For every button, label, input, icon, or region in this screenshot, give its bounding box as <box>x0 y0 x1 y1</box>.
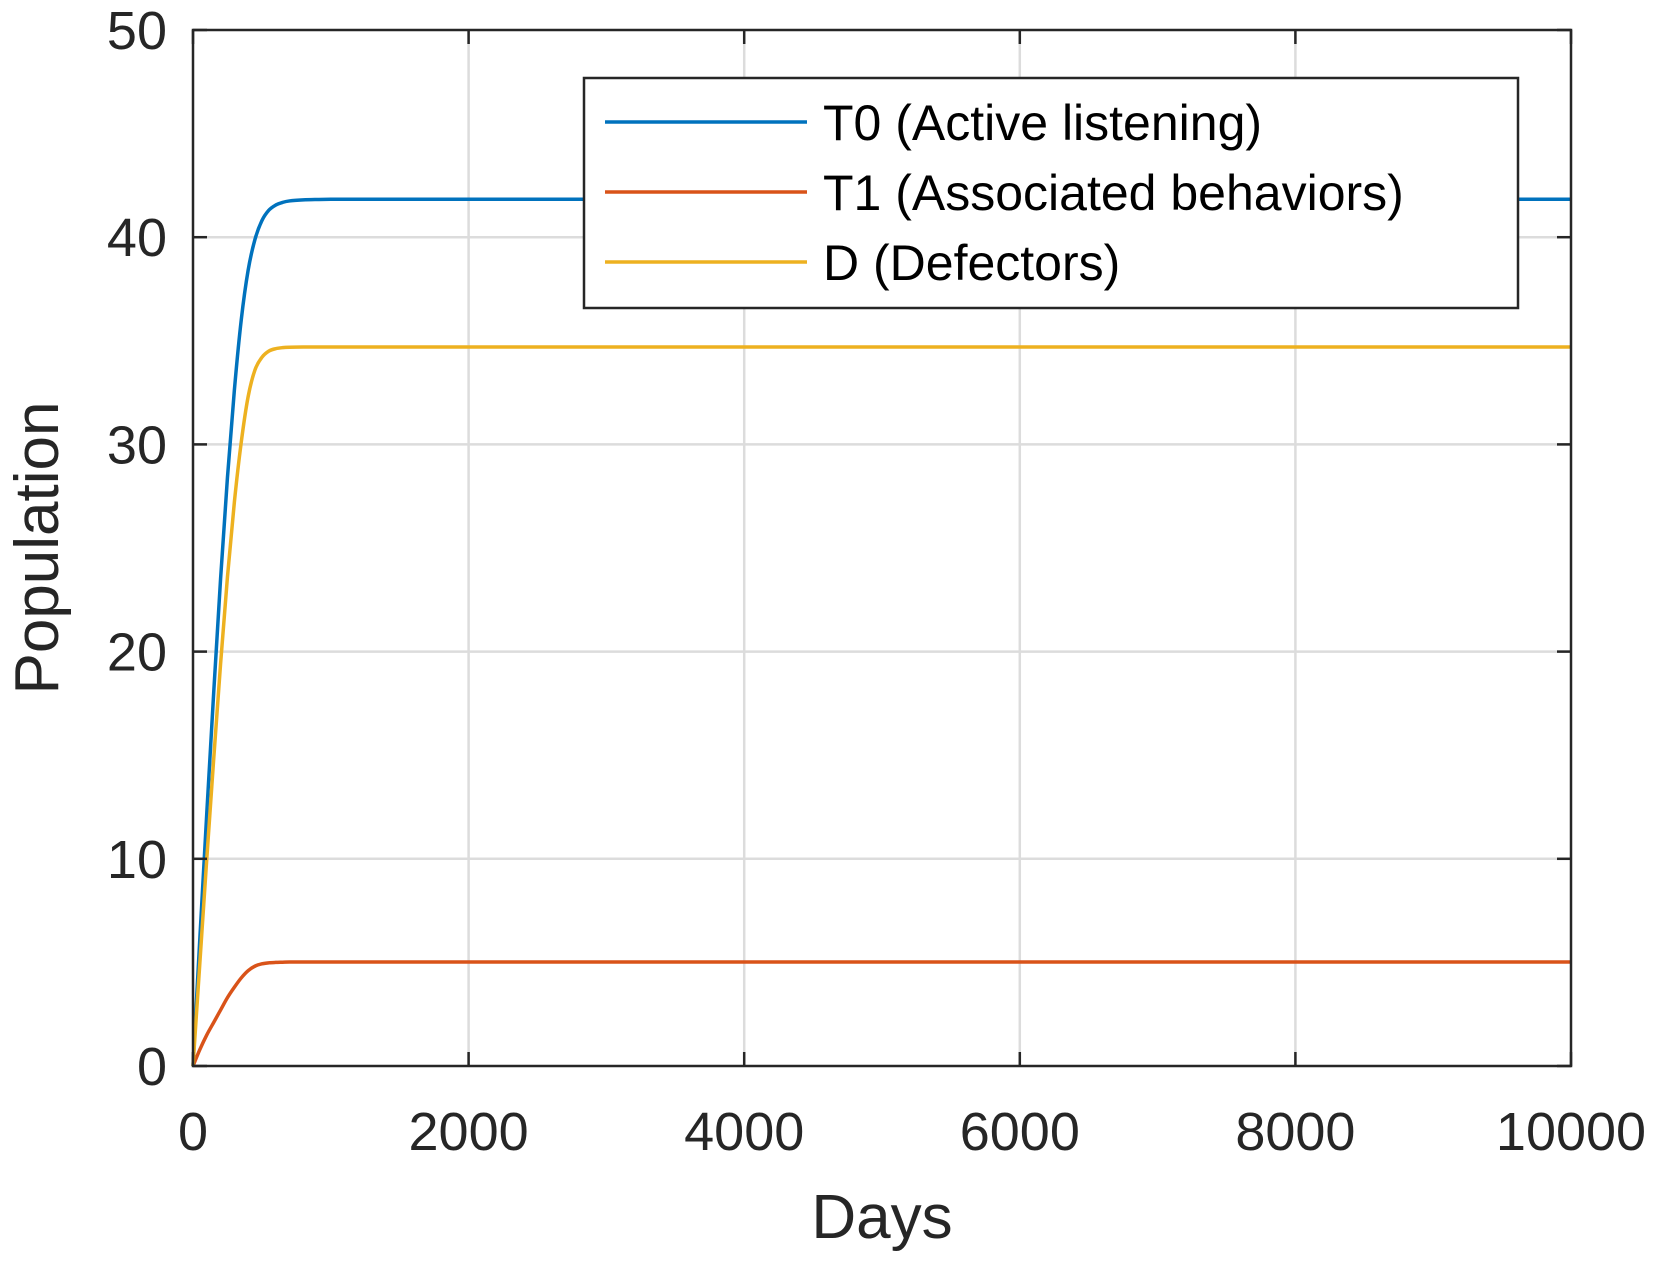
y-tick-label: 40 <box>107 208 167 268</box>
x-tick-label: 4000 <box>684 1102 804 1162</box>
x-tick-label: 10000 <box>1496 1102 1646 1162</box>
series-line-1 <box>191 960 1571 1067</box>
tick-labels: 0 2000 4000 6000 8000 10000 0 10 20 30 40 50 <box>107 1 1646 1162</box>
y-tick-label: 50 <box>107 1 167 61</box>
series-line-2 <box>191 345 1571 1067</box>
x-tick-label: 8000 <box>1235 1102 1355 1162</box>
x-tick-label: 2000 <box>409 1102 529 1162</box>
plot-frame <box>191 28 1573 1068</box>
x-axis-label: Days <box>811 1183 952 1252</box>
y-tick-label: 20 <box>107 623 167 683</box>
y-tick-label: 30 <box>107 415 167 475</box>
legend: T0 (Active listening) T1 (Associated beha… <box>582 76 1520 310</box>
y-tick-label: 10 <box>107 830 167 890</box>
y-tick-label: 0 <box>137 1037 167 1097</box>
legend-label-1: T1 (Associated behaviors) <box>823 165 1404 221</box>
y-axis-label: Population <box>3 401 72 694</box>
x-tick-label: 6000 <box>960 1102 1080 1162</box>
x-tick-label: 0 <box>178 1102 208 1162</box>
legend-label-2: D (Defectors) <box>823 235 1120 291</box>
legend-label-0: T0 (Active listening) <box>823 95 1262 151</box>
